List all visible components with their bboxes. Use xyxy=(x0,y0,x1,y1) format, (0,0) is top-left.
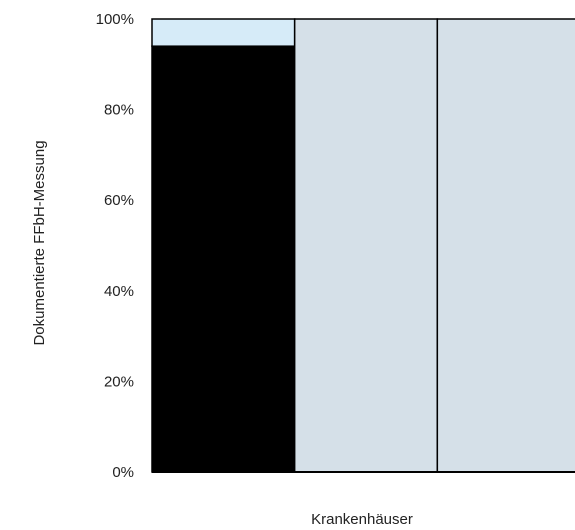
bar-segment-0-1 xyxy=(151,18,296,47)
bar-segment-2-2 xyxy=(436,18,575,473)
bar-group xyxy=(151,18,575,473)
y-tick-label: 40% xyxy=(104,283,134,300)
y-axis-title: Dokumentierte FFbH-Messung xyxy=(31,140,48,345)
bar-segment-1-2 xyxy=(293,18,439,473)
y-tick-label: 80% xyxy=(104,102,134,119)
y-tick-labels: 0% 20% 40% 60% 80% 100% xyxy=(96,11,134,481)
y-tick-label: 100% xyxy=(96,11,134,28)
y-tick-label: 60% xyxy=(104,192,134,209)
bar-segment-0-0 xyxy=(151,45,296,473)
x-axis-title: Krankenhäuser xyxy=(311,511,413,528)
y-tick-label: 20% xyxy=(104,373,134,390)
y-tick-label: 0% xyxy=(112,464,134,481)
